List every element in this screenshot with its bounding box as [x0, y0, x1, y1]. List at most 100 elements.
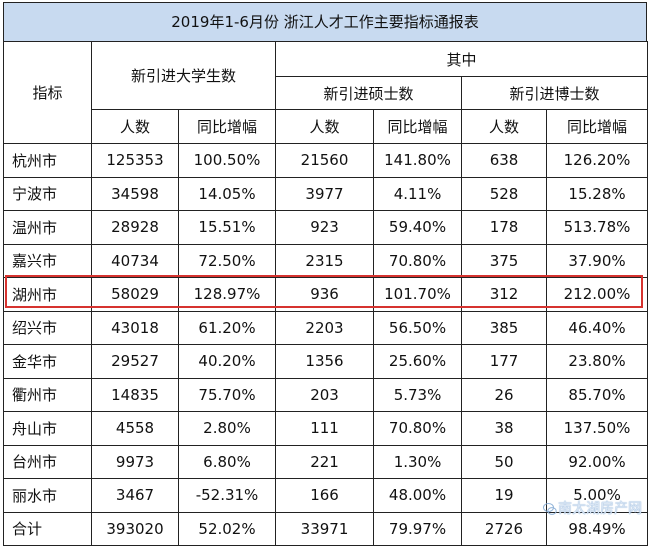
- value-cell: 528: [461, 176, 548, 211]
- value-cell: 9973: [91, 444, 179, 479]
- value-cell: 5.00%: [546, 478, 649, 513]
- value-cell: 50: [461, 444, 548, 479]
- city-cell: 舟山市: [3, 411, 92, 446]
- value-cell: 79.97%: [373, 511, 463, 546]
- value-cell: 385: [461, 310, 548, 345]
- value-cell: 2.80%: [177, 411, 277, 446]
- value-cell: 375: [461, 243, 548, 278]
- city-cell: 湖州市: [3, 277, 92, 312]
- header-ug-count: 人数: [91, 109, 179, 144]
- value-cell: 212.00%: [546, 277, 649, 312]
- city-cell: 杭州市: [3, 143, 92, 178]
- table-row: 金华市 29527 40.20% 1356 25.60% 177 23.80%: [3, 344, 649, 379]
- value-cell: 23.80%: [546, 344, 649, 379]
- value-cell: 46.40%: [546, 310, 649, 345]
- value-cell: 56.50%: [373, 310, 463, 345]
- table-row: 舟山市 4558 2.80% 111 70.80% 38 137.50%: [3, 411, 649, 446]
- value-cell: 2315: [275, 243, 375, 278]
- value-cell: 14835: [91, 377, 179, 412]
- value-cell: 21560: [275, 143, 375, 178]
- value-cell: 221: [275, 444, 375, 479]
- value-cell: 59.40%: [373, 210, 463, 245]
- city-cell: 宁波市: [3, 176, 92, 211]
- table-row: 合计 393020 52.02% 33971 79.97% 2726 98.49%: [3, 511, 649, 546]
- value-cell: 34598: [91, 176, 179, 211]
- value-cell: 166: [275, 478, 375, 513]
- header-phd-yoy: 同比增幅: [546, 109, 649, 144]
- value-cell: 14.05%: [177, 176, 277, 211]
- value-cell: 111: [275, 411, 375, 446]
- value-cell: 203: [275, 377, 375, 412]
- city-cell: 台州市: [3, 444, 92, 479]
- value-cell: 1.30%: [373, 444, 463, 479]
- header-phd: 新引进博士数: [461, 76, 649, 110]
- value-cell: 137.50%: [546, 411, 649, 446]
- value-cell: 3467: [91, 478, 179, 513]
- table-row: 嘉兴市 40734 72.50% 2315 70.80% 375 37.90%: [3, 243, 649, 278]
- header-ms-yoy: 同比增幅: [373, 109, 463, 144]
- value-cell: 33971: [275, 511, 375, 546]
- table-row: 衢州市 14835 75.70% 203 5.73% 26 85.70%: [3, 377, 649, 412]
- value-cell: 4558: [91, 411, 179, 446]
- value-cell: 4.11%: [373, 176, 463, 211]
- value-cell: 26: [461, 377, 548, 412]
- value-cell: 125353: [91, 143, 179, 178]
- value-cell: 25.60%: [373, 344, 463, 379]
- city-cell: 嘉兴市: [3, 243, 92, 278]
- value-cell: 37.90%: [546, 243, 649, 278]
- report-frame: 2019年1-6月份 浙江人才工作主要指标通报表 指标 新引进大学生数 其中 新…: [3, 2, 649, 546]
- value-cell: 178: [461, 210, 548, 245]
- header-ug-yoy: 同比增幅: [177, 109, 277, 144]
- value-cell: 43018: [91, 310, 179, 345]
- value-cell: 126.20%: [546, 143, 649, 178]
- value-cell: 19: [461, 478, 548, 513]
- value-cell: 923: [275, 210, 375, 245]
- table-row: 丽水市 3467 -52.31% 166 48.00% 19 5.00%: [3, 478, 649, 513]
- city-cell: 温州市: [3, 210, 92, 245]
- value-cell: 92.00%: [546, 444, 649, 479]
- city-cell: 金华市: [3, 344, 92, 379]
- value-cell: 28928: [91, 210, 179, 245]
- header-undergrad: 新引进大学生数: [90, 41, 277, 110]
- value-cell: 52.02%: [177, 511, 277, 546]
- value-cell: 128.97%: [177, 277, 277, 312]
- value-cell: 2203: [275, 310, 375, 345]
- value-cell: 15.28%: [546, 176, 649, 211]
- value-cell: 1356: [275, 344, 375, 379]
- value-cell: 2726: [461, 511, 548, 546]
- report-title: 2019年1-6月份 浙江人才工作主要指标通报表: [3, 2, 647, 42]
- table-row: 杭州市 125353 100.50% 21560 141.80% 638 126.20%: [3, 143, 649, 178]
- value-cell: 100.50%: [177, 143, 277, 178]
- value-cell: 312: [461, 277, 548, 312]
- value-cell: 72.50%: [177, 243, 277, 278]
- value-cell: 75.70%: [177, 377, 277, 412]
- value-cell: 61.20%: [177, 310, 277, 345]
- value-cell: 5.73%: [373, 377, 463, 412]
- value-cell: 936: [275, 277, 375, 312]
- value-cell: 85.70%: [546, 377, 649, 412]
- value-cell: -52.31%: [177, 478, 277, 513]
- header-of-which: 其中: [275, 41, 649, 77]
- value-cell: 58029: [91, 277, 179, 312]
- header-ms-count: 人数: [275, 109, 375, 144]
- value-cell: 48.00%: [373, 478, 463, 513]
- indicator-table: 指标 新引进大学生数 其中 新引进硕士数 新引进博士数 人数 同比增幅 人数 同…: [3, 41, 649, 546]
- value-cell: 70.80%: [373, 243, 463, 278]
- value-cell: 393020: [91, 511, 179, 546]
- table-row: 绍兴市 43018 61.20% 2203 56.50% 385 46.40%: [3, 310, 649, 345]
- header-phd-count: 人数: [461, 109, 548, 144]
- value-cell: 177: [461, 344, 548, 379]
- table-row: 湖州市 58029 128.97% 936 101.70% 312 212.00%: [3, 277, 649, 312]
- value-cell: 70.80%: [373, 411, 463, 446]
- value-cell: 38: [461, 411, 548, 446]
- table-row: 台州市 9973 6.80% 221 1.30% 50 92.00%: [3, 444, 649, 479]
- header-row-1: 指标 新引进大学生数 其中: [3, 41, 649, 144]
- watermark: 南太湖房产网: [558, 501, 642, 517]
- header-row-2: 新引进硕士数 新引进博士数: [4, 76, 649, 110]
- value-cell: 513.78%: [546, 210, 649, 245]
- city-cell: 丽水市: [3, 478, 92, 513]
- value-cell: 3977: [275, 176, 375, 211]
- table-row: 温州市 28928 15.51% 923 59.40% 178 513.78%: [3, 210, 649, 245]
- value-cell: 15.51%: [177, 210, 277, 245]
- table-row: 宁波市 34598 14.05% 3977 4.11% 528 15.28%: [3, 176, 649, 211]
